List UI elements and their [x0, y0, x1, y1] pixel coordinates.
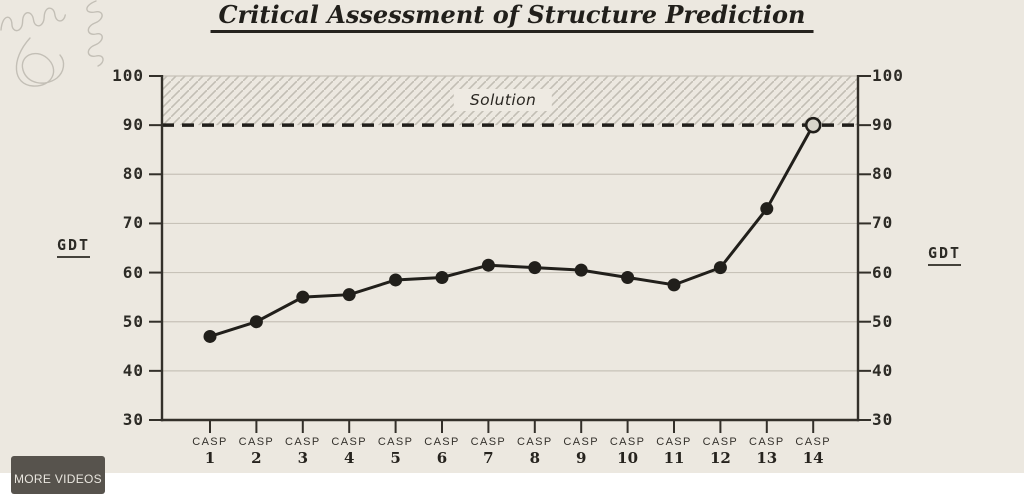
y-axis-title-left: GDT [57, 236, 91, 258]
solution-band-label: Solution [453, 89, 553, 111]
data-point-casp-12 [713, 261, 727, 275]
data-point-casp-13 [760, 202, 774, 216]
data-point-casp-2 [249, 315, 263, 329]
data-point-casp-3 [296, 290, 310, 304]
data-series-line [209, 124, 815, 338]
data-point-casp-8 [528, 261, 542, 275]
y-axis-title-right: GDT [928, 244, 962, 266]
data-point-casp-4 [342, 288, 356, 302]
data-point-casp-6 [435, 270, 449, 284]
data-point-casp-1 [203, 329, 217, 343]
data-point-casp-11 [667, 278, 681, 292]
data-point-casp-14 [804, 116, 822, 134]
data-point-casp-7 [481, 258, 495, 272]
data-point-casp-9 [574, 263, 588, 277]
data-point-casp-10 [621, 270, 635, 284]
data-point-casp-5 [389, 273, 403, 287]
chart-canvas [149, 75, 871, 433]
more-videos-button[interactable]: MORE VIDEOS [11, 456, 105, 494]
chart-title: Critical Assessment of Structure Predict… [210, 0, 814, 33]
